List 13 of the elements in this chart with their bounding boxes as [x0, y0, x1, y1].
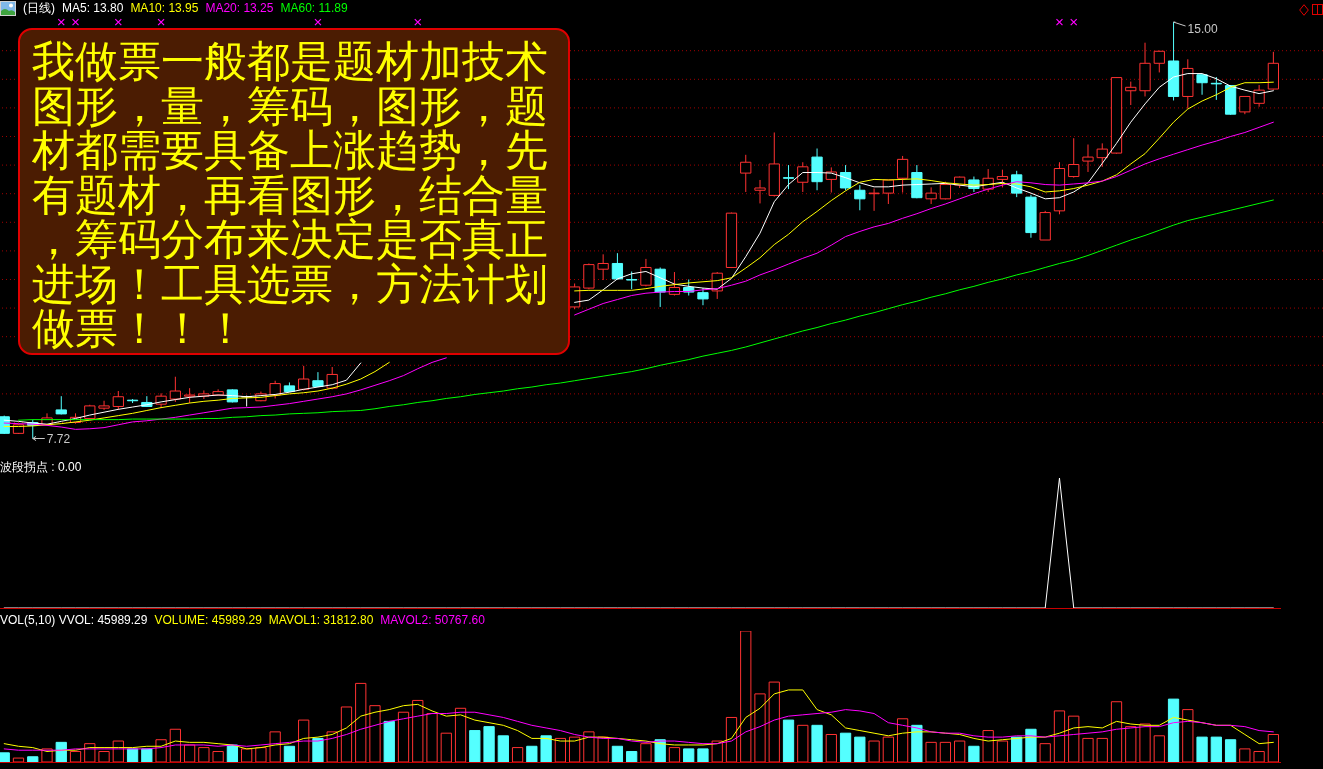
callout-box: 我做票一般都是题材加技术图形，量，筹码，图形，题材都需要具备上涨趋势，先有题材，再看图形，结合量，筹码分布来决定是否真正进场！工具选票，方法计划做票！！！	[18, 28, 570, 355]
text: 波段拐点 : 0.00	[0, 460, 82, 474]
chart-title: (日线)	[23, 1, 55, 15]
text: MA20: 13.25	[205, 1, 274, 15]
text: MA10: 13.95	[130, 1, 199, 15]
text: 7.72	[46, 431, 71, 446]
text: MA5: 13.80	[62, 1, 124, 15]
text: MA60: 11.89	[280, 1, 348, 15]
text: MAVOL1: 31812.80	[268, 613, 374, 627]
chart-subtitle: VOLUME: 45989.29	[154, 613, 262, 627]
text: MAVOL2: 50767.60	[380, 613, 485, 627]
text: 15.00	[1187, 22, 1218, 37]
chart-title: VOL(5,10) VVOL: 45989.29	[0, 613, 148, 627]
